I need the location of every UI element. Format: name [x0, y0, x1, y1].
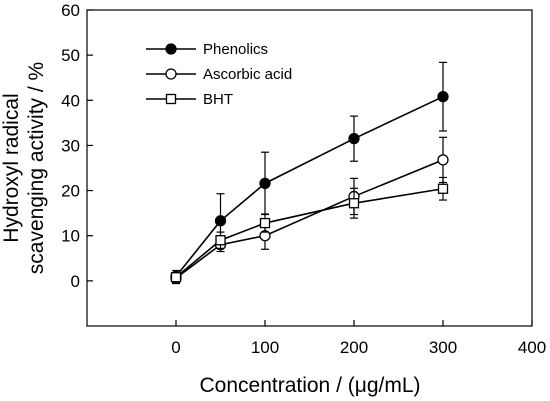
- legend-label: Phenolics: [203, 41, 268, 58]
- y-tick-label: 50: [61, 46, 80, 65]
- legend-marker: [165, 93, 177, 105]
- data-point: [348, 198, 360, 209]
- data-point: [348, 133, 360, 145]
- x-tick-label: 100: [251, 338, 279, 357]
- legend-label: Ascorbic acid: [203, 66, 292, 83]
- series-line: [175, 95, 444, 277]
- data-point: [259, 217, 271, 229]
- legend-entry-ascorbic-acid: Ascorbic acid: [146, 66, 292, 83]
- legend-marker: [165, 68, 177, 80]
- x-axis-ticks: 0 100 200 300 400: [171, 320, 546, 357]
- series-bht: [170, 176, 449, 283]
- x-tick-label: 300: [429, 338, 457, 357]
- legend-label: BHT: [203, 91, 233, 108]
- data-point: [437, 183, 449, 194]
- legend: Phenolics Ascorbic acid BHT: [146, 41, 292, 108]
- x-tick-label: 200: [340, 338, 368, 357]
- legend-entry-phenolics: Phenolics: [146, 41, 268, 58]
- data-point: [170, 272, 182, 283]
- y-tick-label: 60: [61, 1, 80, 20]
- series-ascorbic-acid: [170, 136, 449, 285]
- y-axis-ticks: 0 10 20 30 40 50 60: [61, 1, 93, 291]
- y-tick-label: 20: [61, 182, 80, 201]
- y-axis-title-line1: Hydroxyl radical: [0, 93, 23, 242]
- series-line: [175, 187, 444, 278]
- y-tick-label: 30: [61, 136, 80, 155]
- x-tick-label: 400: [518, 338, 546, 357]
- data-point: [437, 91, 449, 103]
- legend-marker: [165, 43, 177, 55]
- data-point: [437, 154, 449, 166]
- plot-frame: [86, 9, 533, 327]
- data-point: [214, 215, 227, 227]
- y-tick-label: 10: [61, 227, 80, 246]
- data-point: [215, 235, 226, 246]
- y-tick-label: 0: [71, 272, 80, 291]
- y-axis-title-line2: scavenging activity / %: [25, 62, 48, 274]
- series-layer: [170, 61, 449, 285]
- x-tick-label: 0: [171, 338, 180, 357]
- y-tick-label: 40: [61, 91, 80, 110]
- data-point: [259, 177, 271, 189]
- legend-entry-bht: BHT: [146, 91, 233, 108]
- x-axis-title: Concentration / (μg/mL): [199, 374, 420, 397]
- axes: [86, 9, 533, 327]
